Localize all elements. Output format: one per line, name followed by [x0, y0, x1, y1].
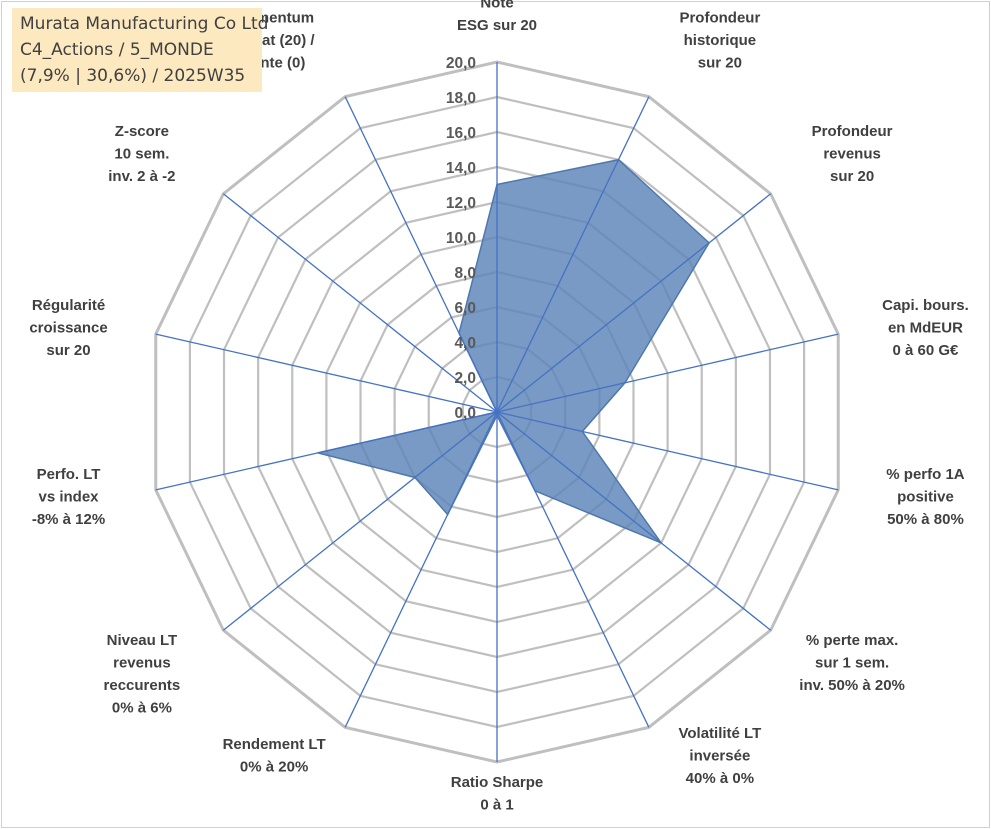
axis-label-line: inv. 2 à -2: [108, 168, 175, 185]
axis-label-line: % perte max.: [806, 632, 899, 649]
axis-label-line: 0 à 60 G€: [893, 342, 960, 359]
axis-label-8: Rendement LT 0% à 20%: [223, 736, 326, 776]
axis-label-2: Profondeur revenus sur 20: [812, 123, 893, 185]
axis-label-line: 0 à 1: [480, 796, 513, 813]
axis-label-line: Note: [480, 0, 513, 12]
axis-label-line: ESG sur 20: [457, 17, 537, 34]
title-line-category: C4_Actions / 5_MONDE: [20, 40, 214, 60]
axis-label-5: % perte max. sur 1 sem. inv. 50% à 20%: [799, 632, 905, 694]
axis-label-line: -8% à 12%: [32, 511, 105, 528]
axis-label-line: sur 20: [698, 55, 742, 72]
axis-label-3: Capi. bours. en MdEUR 0 à 60 G€: [882, 297, 969, 359]
spoke-10: [155, 411, 498, 491]
spoke-13: [344, 96, 498, 413]
axis-label-line: inv. 50% à 20%: [799, 677, 905, 694]
axis-label-line: positive: [897, 489, 954, 506]
axis-label-line: Ratio Sharpe: [451, 774, 544, 791]
tick-label: 12,0: [446, 195, 476, 212]
spoke-6: [496, 411, 650, 728]
axis-label-line: % perfo 1A: [886, 466, 965, 483]
spoke-8: [344, 411, 498, 728]
axis-label-line: 0% à 6%: [112, 699, 172, 716]
axis-label-line: revenus: [823, 146, 881, 163]
axis-label-line: sur 20: [830, 168, 874, 185]
spoke-9: [222, 411, 498, 631]
axis-label-line: Volatilité LT: [678, 725, 761, 742]
axis-label-line: Perfo. LT: [37, 466, 101, 483]
axis-label-line: 40% à 0%: [686, 770, 754, 787]
axis-label-line: en MdEUR: [888, 319, 963, 336]
axis-label-line: 10 sem.: [114, 146, 169, 163]
axis-label-line: sur 1 sem.: [815, 654, 889, 671]
axis-label-12: Z-score 10 sem. inv. 2 à -2: [108, 123, 175, 185]
spoke-11: [155, 333, 498, 413]
title-line-stats: (7,9% | 30,6%) / 2025W35: [20, 66, 246, 86]
axis-label-line: Régularité: [32, 297, 105, 314]
axis-label-0: Note ESG sur 20: [457, 0, 537, 34]
tick-label: 4,0: [454, 335, 476, 352]
axis-label-6: Volatilité LT inversée 40% à 0%: [678, 725, 761, 787]
axis-label-line: inversée: [689, 747, 750, 764]
axis-label-1: Profondeur historique sur 20: [679, 10, 760, 72]
axis-label-line: Capi. bours.: [882, 297, 969, 314]
axis-label-7: Ratio Sharpe 0 à 1: [451, 774, 544, 814]
tick-label: 18,0: [446, 90, 476, 107]
chart-title-box: Murata Manufacturing Co Ltd C4_Actions /…: [12, 8, 269, 92]
spoke-5: [496, 411, 772, 631]
tick-label: 6,0: [454, 300, 476, 317]
axis-label-9: Niveau LT revenus reccurents 0% à 6%: [104, 632, 181, 717]
radar-axis-labels: Note ESG sur 20 Profondeur historique sur 20…: [29, 0, 968, 813]
axis-label-line: 0% à 20%: [240, 759, 308, 776]
axis-label-line: historique: [684, 32, 757, 49]
tick-label: 0,0: [454, 405, 476, 422]
axis-label-line: reccurents: [104, 677, 181, 694]
axis-label-line: Profondeur: [679, 10, 760, 27]
tick-label: 2,0: [454, 370, 476, 387]
tick-label: 10,0: [446, 230, 476, 247]
axis-label-line: Rendement LT: [223, 736, 326, 753]
axis-label-line: revenus: [113, 654, 171, 671]
tick-label: 20,0: [446, 55, 476, 72]
axis-label-line: Profondeur: [812, 123, 893, 140]
axis-label-11: Régularité croissance sur 20: [29, 297, 107, 359]
title-line-company: Murata Manufacturing Co Ltd: [20, 14, 269, 34]
axis-label-line: vs index: [39, 489, 100, 506]
radar-spokes: [155, 62, 839, 762]
spoke-4: [496, 411, 839, 491]
spoke-3: [496, 333, 839, 413]
tick-label: 16,0: [446, 125, 476, 142]
radar-tick-labels: 0,0 2,0 4,0 6,0 8,0 10,0 12,0 14,0 16,0 18,0 20,0: [446, 55, 476, 422]
axis-label-line: 50% à 80%: [887, 511, 964, 528]
axis-label-line: Z-score: [115, 123, 169, 140]
spoke-2: [496, 193, 772, 413]
axis-label-line: Niveau LT: [107, 632, 178, 649]
axis-label-line: croissance: [29, 319, 107, 336]
axis-label-line: sur 20: [46, 342, 90, 359]
tick-label: 8,0: [454, 265, 476, 282]
axis-label-4: % perfo 1A positive 50% à 80%: [886, 466, 965, 528]
tick-label: 14,0: [446, 160, 476, 177]
spoke-1: [496, 96, 650, 413]
spoke-12: [222, 193, 498, 413]
axis-label-10: Perfo. LT vs index -8% à 12%: [32, 466, 105, 528]
